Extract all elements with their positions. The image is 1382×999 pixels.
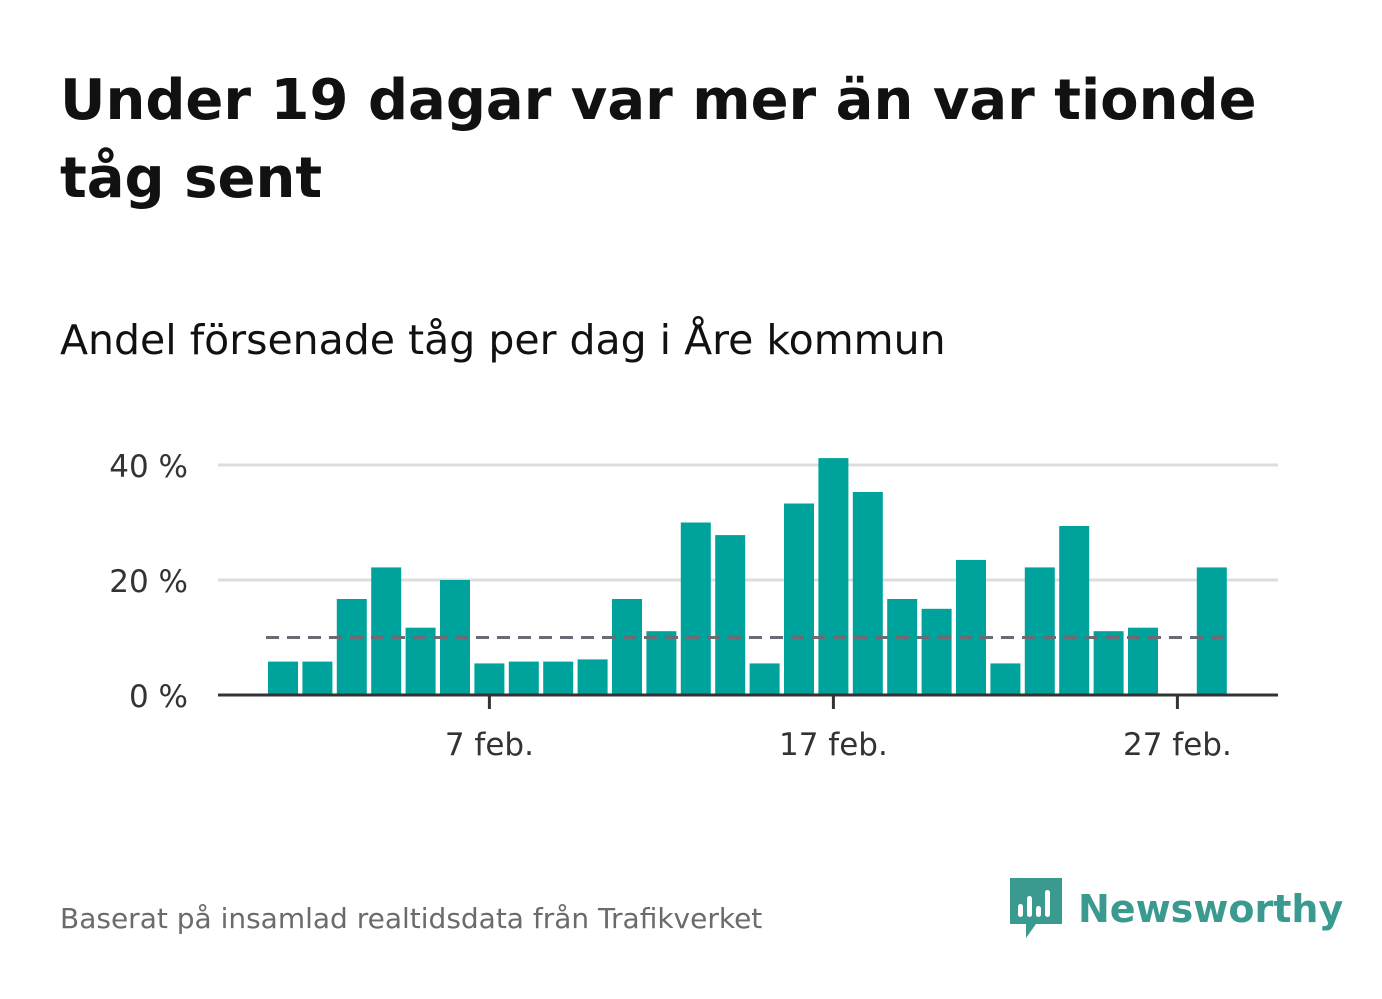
bar xyxy=(715,535,746,695)
bar xyxy=(887,599,918,695)
y-tick-label: 20 % xyxy=(109,564,188,600)
bar xyxy=(1024,567,1055,695)
bar xyxy=(852,492,883,695)
brand-logo: Newsworthy xyxy=(1010,878,1343,940)
gridlines xyxy=(218,463,1278,582)
bar xyxy=(371,567,402,695)
bar xyxy=(956,559,986,695)
bar xyxy=(1059,526,1090,695)
bar-chart: 0 % 20 % 40 % 7 feb. 17 feb. 27 feb. xyxy=(109,449,1278,763)
chart-title: Under 19 dagar var mer än var tionde tåg… xyxy=(60,68,1257,211)
bar xyxy=(921,608,952,696)
bar xyxy=(508,661,539,695)
bar xyxy=(268,661,298,695)
x-tick-label: 7 feb. xyxy=(445,727,534,763)
bar xyxy=(1093,631,1124,695)
chart-subtitle: Andel försenade tåg per dag i Åre kommun xyxy=(60,316,946,364)
bar xyxy=(990,663,1021,695)
bar xyxy=(577,659,608,695)
bar xyxy=(1196,567,1227,695)
y-tick-label: 40 % xyxy=(109,449,188,485)
bar xyxy=(302,661,333,695)
bar xyxy=(646,631,677,695)
bar xyxy=(749,663,780,695)
y-tick-label: 0 % xyxy=(129,679,188,715)
x-tick-label: 17 feb. xyxy=(779,727,888,763)
bar xyxy=(336,599,367,695)
bar xyxy=(680,522,711,695)
bar xyxy=(612,599,642,695)
bar xyxy=(543,661,574,695)
bar xyxy=(784,503,814,695)
bar xyxy=(474,663,505,695)
axes: 0 % 20 % 40 % 7 feb. 17 feb. 27 feb. xyxy=(109,449,1278,763)
brand-name: Newsworthy xyxy=(1078,887,1344,931)
bar xyxy=(818,458,849,695)
x-tick-label: 27 feb. xyxy=(1123,727,1232,763)
source-note: Baserat på insamlad realtidsdata från Tr… xyxy=(60,902,763,935)
newsworthy-logo-icon xyxy=(1010,878,1062,938)
bars xyxy=(268,458,1227,696)
